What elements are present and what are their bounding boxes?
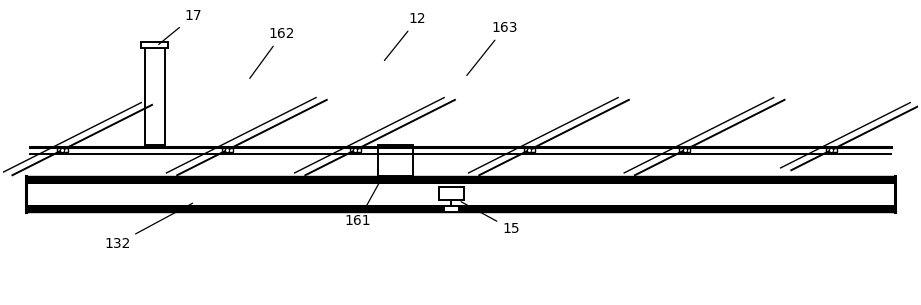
Bar bbox=[141, 42, 169, 48]
Text: 161: 161 bbox=[344, 179, 381, 228]
Bar bbox=[379, 145, 413, 177]
Text: 17: 17 bbox=[158, 9, 202, 45]
Bar bbox=[57, 148, 68, 152]
Bar bbox=[145, 48, 165, 145]
Text: 12: 12 bbox=[384, 12, 426, 60]
Bar bbox=[222, 148, 233, 152]
Bar bbox=[444, 206, 459, 212]
Bar bbox=[826, 148, 837, 152]
Text: 15: 15 bbox=[461, 202, 519, 236]
Bar bbox=[524, 148, 535, 152]
Bar bbox=[680, 148, 690, 152]
Text: 163: 163 bbox=[467, 21, 518, 75]
Bar bbox=[350, 148, 361, 152]
Bar bbox=[26, 184, 895, 205]
Text: 162: 162 bbox=[250, 27, 296, 78]
Bar bbox=[438, 187, 464, 200]
Text: 132: 132 bbox=[104, 203, 192, 251]
